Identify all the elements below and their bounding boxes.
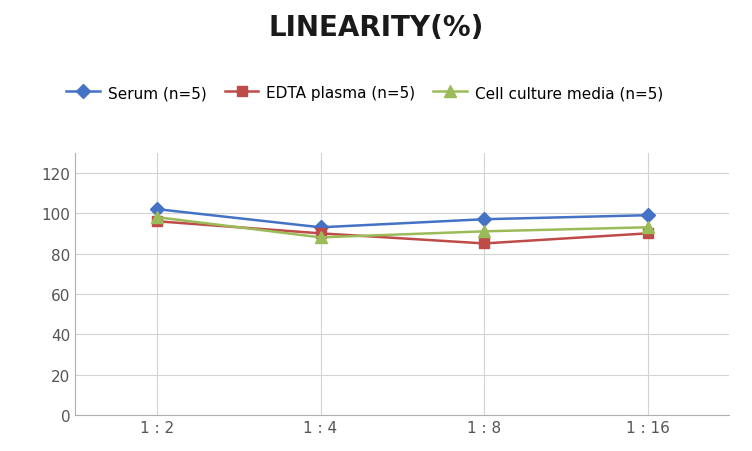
Serum (n=5) (153, 207, 162, 212)
EDTA plasma (n=5) (316, 231, 325, 236)
Cell culture media (n=5) (153, 215, 162, 221)
Cell culture media (n=5) (316, 235, 325, 240)
Legend: Serum (n=5), EDTA plasma (n=5), Cell culture media (n=5): Serum (n=5), EDTA plasma (n=5), Cell cul… (60, 80, 669, 107)
Cell culture media (n=5) (643, 225, 652, 230)
Serum (n=5) (480, 217, 489, 222)
EDTA plasma (n=5) (643, 231, 652, 236)
Line: EDTA plasma (n=5): EDTA plasma (n=5) (152, 217, 653, 249)
Line: Serum (n=5): Serum (n=5) (152, 205, 653, 233)
Serum (n=5) (643, 213, 652, 218)
Text: LINEARITY(%): LINEARITY(%) (268, 14, 484, 41)
EDTA plasma (n=5) (480, 241, 489, 247)
Line: Cell culture media (n=5): Cell culture media (n=5) (151, 212, 653, 244)
EDTA plasma (n=5) (153, 219, 162, 225)
Serum (n=5) (316, 225, 325, 230)
Cell culture media (n=5) (480, 229, 489, 235)
